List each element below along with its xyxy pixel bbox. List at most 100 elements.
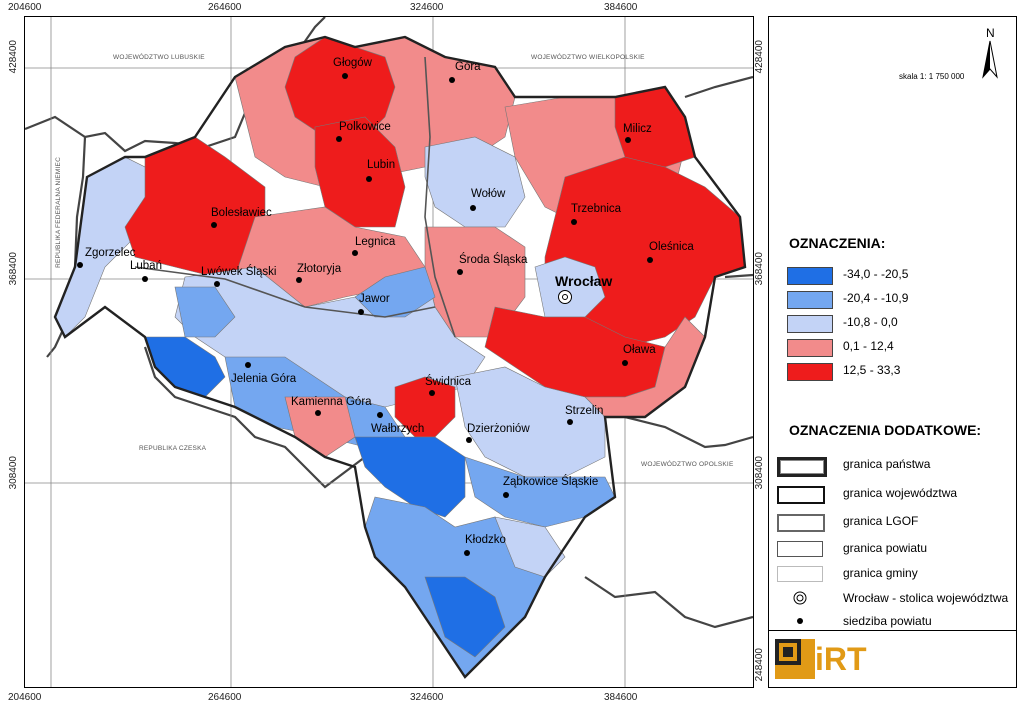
legend-extra-label: siedziba powiatu — [843, 614, 932, 628]
county-seat-dot — [464, 550, 470, 556]
neighbor-label-wielkopolskie: WOJEWÓDZTWO WIELKOPOLSKIE — [531, 54, 645, 61]
coord-left: 308400 — [8, 456, 19, 490]
capital-symbol-icon — [793, 591, 807, 605]
city-label-dzierzoniow[interactable]: Dzierżoniów — [467, 423, 530, 435]
county-seat-dot — [622, 360, 628, 366]
city-label-jawor[interactable]: Jawor — [359, 293, 390, 305]
city-label-olawa[interactable]: Oława — [623, 344, 656, 356]
city-label-sroda[interactable]: Środa Śląska — [459, 254, 528, 266]
city-label-wroclaw[interactable]: Wrocław — [555, 273, 613, 289]
city-label-walbrzych[interactable]: Wałbrzych — [371, 423, 425, 435]
legend-extra-label: Wrocław - stolica województwa — [843, 591, 1009, 605]
county-seat-dot-icon — [797, 618, 803, 624]
irt-logo-icon — [775, 639, 815, 679]
county-seat-dot — [567, 419, 573, 425]
city-label-legnica[interactable]: Legnica — [355, 236, 396, 248]
region-jawor-blue — [354, 266, 436, 318]
legend-extra-label: granica województwa — [843, 486, 958, 500]
commune-border-line-icon — [777, 566, 823, 582]
map-canvas — [25, 17, 753, 687]
county-border-line-icon — [777, 541, 823, 557]
county-seat-dot — [245, 362, 251, 368]
county-seat-dot — [503, 492, 509, 498]
county-seat-dot — [315, 410, 321, 416]
legend-class-label: -20,4 - -10,9 — [843, 291, 909, 305]
county-seat-dot — [647, 257, 653, 263]
county-seat-dot — [336, 136, 342, 142]
city-label-strzelin[interactable]: Strzelin — [565, 405, 604, 417]
legend-extra-label: granica gminy — [843, 566, 918, 580]
city-label-luban[interactable]: Lubań — [130, 260, 162, 272]
coord-bottom: 324600 — [410, 692, 444, 703]
region-dzierzoniow — [454, 366, 606, 478]
legend-swatch — [787, 315, 833, 333]
county-seat-dot — [358, 309, 364, 315]
county-seat-dot — [211, 222, 217, 228]
legend-class-label: 0,1 - 12,4 — [843, 339, 894, 353]
internal-borders — [134, 56, 456, 338]
city-label-zgorzelec[interactable]: Zgorzelec — [85, 247, 136, 259]
county-seat-dot — [214, 281, 220, 287]
coord-bottom: 384600 — [604, 692, 638, 703]
county-seat-dot — [457, 269, 463, 275]
province-outline — [53, 35, 747, 679]
capital-symbol — [558, 290, 572, 304]
city-label-milicz[interactable]: Milicz — [623, 123, 652, 135]
county-seat-dot — [142, 276, 148, 282]
coord-top: 384600 — [604, 2, 638, 13]
county-seat-dot — [429, 390, 435, 396]
north-arrow-icon: N — [982, 26, 998, 79]
city-label-lubin[interactable]: Lubin — [367, 159, 396, 171]
legend-extra-label: granica LGOF — [843, 514, 919, 528]
city-label-olesnica[interactable]: Oleśnica — [649, 241, 694, 253]
lgof-border-line-icon — [777, 514, 825, 532]
county-seat-dot — [77, 262, 83, 268]
legend-swatch — [787, 339, 833, 357]
neighbor-label-czechy: REPUBLIKA CZESKA — [139, 445, 207, 452]
voivodeship-border-line-icon — [777, 486, 825, 504]
logo-box: iRT — [769, 630, 1016, 688]
coord-bottom: 204600 — [8, 692, 42, 703]
coord-bottom: 264600 — [208, 692, 242, 703]
legend-extra-label: granica powiatu — [843, 541, 928, 555]
county-seat-dot — [342, 73, 348, 79]
coord-top: 324600 — [410, 2, 444, 13]
region-walbrzych-blue — [354, 436, 466, 518]
legend-swatch — [787, 291, 833, 309]
city-label-trzebnica[interactable]: Trzebnica — [571, 203, 622, 215]
region-klodzko-light — [494, 516, 566, 578]
city-label-kamienna-gora[interactable]: Kamienna Góra — [291, 396, 372, 408]
coord-top: 204600 — [8, 2, 42, 13]
city-label-wolow[interactable]: Wołów — [471, 188, 506, 200]
county-seat-dot — [377, 412, 383, 418]
county-seat-dot — [625, 137, 631, 143]
coord-top: 264600 — [208, 2, 242, 13]
coord-right: 248400 — [754, 648, 765, 682]
region-polygons — [54, 36, 746, 678]
city-label-zabkowice[interactable]: Ząbkowice Śląskie — [503, 476, 599, 488]
legend-title: OZNACZENIA: — [789, 235, 886, 251]
city-label-gora[interactable]: Góra — [455, 61, 481, 73]
city-label-jelenia-gora[interactable]: Jelenia Góra — [231, 373, 297, 385]
legend-class-label: -34,0 - -20,5 — [843, 267, 909, 281]
city-label-lwowek[interactable]: Lwówek Śląski — [201, 266, 277, 278]
city-label-polkowice[interactable]: Polkowice — [339, 121, 391, 133]
city-label-swidnica[interactable]: Świdnica — [425, 376, 472, 388]
neighbor-label-lubuskie: WOJEWÓDZTWO LUBUSKIE — [113, 54, 205, 61]
legend-class-label: -10,8 - 0,0 — [843, 315, 898, 329]
region-swidnica — [394, 376, 456, 438]
county-seat-dot — [571, 219, 577, 225]
city-label-klodzko[interactable]: Kłodzko — [465, 534, 506, 546]
map-frame: WOJEWÓDZTWO LUBUSKIE WOJEWÓDZTWO WIELKOP… — [24, 16, 754, 688]
coord-right: 428400 — [754, 40, 765, 74]
legend-swatch — [787, 267, 833, 285]
coord-right: 368400 — [754, 252, 765, 286]
city-label-glogow[interactable]: Głogów — [333, 57, 372, 69]
state-border-line-icon — [777, 457, 827, 477]
city-label-zlotoryja[interactable]: Złotoryja — [297, 263, 342, 275]
north-letter: N — [986, 26, 995, 40]
city-label-boleslawiec[interactable]: Bolesławiec — [211, 207, 272, 219]
legend-extra-label: granica państwa — [843, 457, 931, 471]
county-seat-dot — [366, 176, 372, 182]
region-wolow — [424, 136, 526, 228]
